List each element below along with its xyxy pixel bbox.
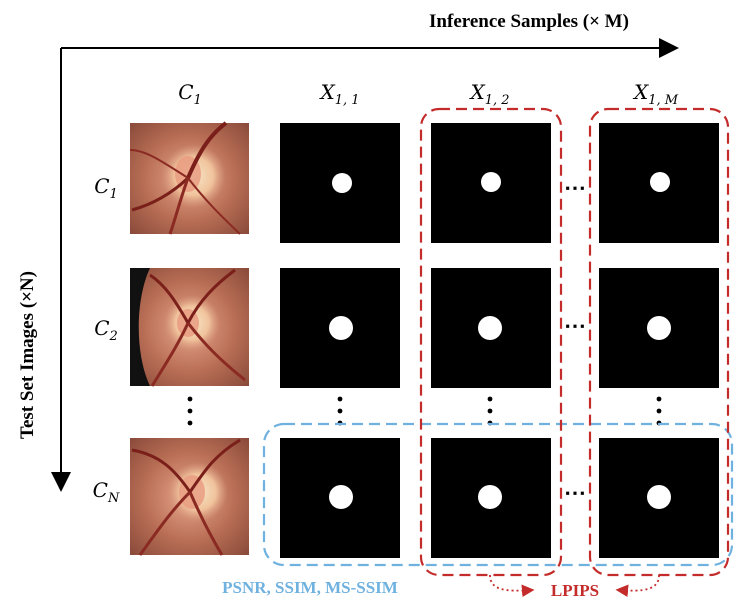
h-ellipsis-row2: ⋯ [564,313,586,339]
retina-image-cn [130,438,249,556]
mask-x11-rown [280,438,400,558]
mask-x12-row2 [431,268,551,388]
blue-dashed-box [262,422,734,567]
col-header-x12: X1, 2 [468,80,509,108]
lpips-arrow-left [489,574,535,598]
mask-x12-rown [431,438,551,558]
col-header-x11: X1, 1 [318,80,359,108]
v-ellipsis-x12 [487,396,493,426]
mask-x1m-row1 [599,123,719,243]
row-label-cn: CN [93,478,120,506]
mask-x11-row1 [280,123,400,243]
red-dashed-box-x12 [419,107,563,577]
h-ellipsis-rown: ⋯ [564,480,586,506]
mask-x1m-rown [599,438,719,558]
vertical-axis-title: Test Set Images (×N) [17,271,38,439]
lpips-arrow-right [615,574,660,598]
red-metrics-label: LPIPS [551,581,599,600]
mask-x12-row1 [431,123,551,243]
row-label-c1: C1 [94,174,118,202]
blue-metrics-label: PSNR, SSIM, MS-SSIM [222,578,398,597]
mask-x11-row2 [280,268,400,388]
col-header-x1m: X1, M [632,80,679,108]
v-ellipsis-x1m [656,396,662,426]
retina-image-c1 [129,121,249,235]
v-ellipsis-x11 [337,396,343,426]
retina-image-c2 [130,268,249,387]
horizontal-axis-title: Inference Samples (× M) [429,11,629,32]
row-label-c2: C2 [94,316,118,344]
h-ellipsis-row1: ⋯ [564,175,586,201]
col-header-c1: C1 [178,80,202,108]
mask-x1m-row2 [599,268,719,388]
v-ellipsis-c [187,396,193,426]
